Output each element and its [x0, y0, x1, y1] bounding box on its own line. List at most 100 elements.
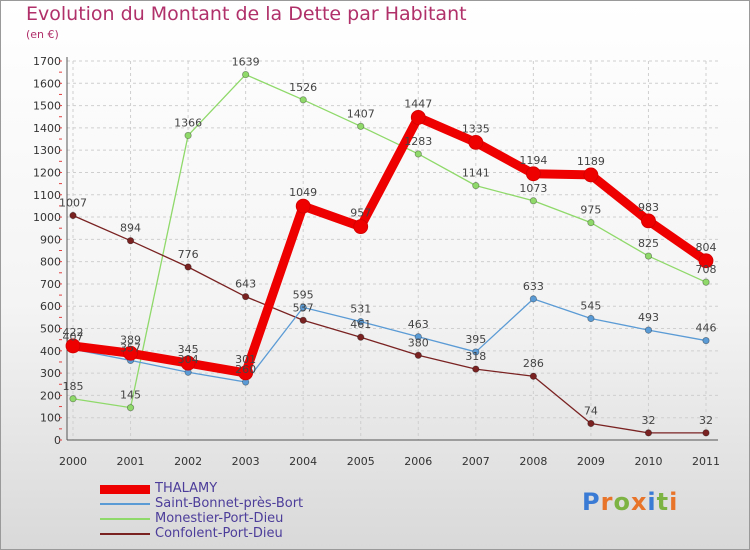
y-tick-label: 1600 [33, 77, 61, 90]
data-point-1 [587, 314, 595, 323]
data-point-0 [295, 198, 311, 214]
data-label-2: 1283 [404, 135, 432, 148]
data-label-0: 804 [696, 241, 717, 254]
y-tick-label: 800 [40, 256, 61, 269]
logo-letter: r [600, 488, 614, 516]
data-label-1: 595 [293, 288, 314, 301]
data-label-0: 422 [63, 326, 84, 339]
data-label-3: 776 [178, 248, 199, 261]
data-point-0 [180, 355, 196, 371]
data-point-0 [65, 338, 81, 354]
data-label-1: 545 [580, 299, 601, 312]
data-point-2 [529, 197, 537, 205]
x-tick-label: 2005 [347, 455, 375, 468]
data-point-1 [644, 326, 653, 334]
x-tick-label: 2000 [59, 455, 87, 468]
data-point-3 [644, 429, 653, 437]
data-label-2: 1639 [232, 56, 260, 69]
data-point-0 [525, 166, 541, 182]
data-label-3: 643 [235, 278, 256, 291]
data-point-2 [299, 96, 307, 104]
data-point-1 [299, 303, 307, 311]
data-point-3 [126, 237, 135, 245]
logo-letter: P [582, 488, 601, 516]
x-tick-label: 2003 [232, 455, 260, 468]
data-point-1 [357, 318, 365, 326]
data-label-2: 1141 [462, 167, 490, 180]
series-line-3 [72, 214, 707, 434]
data-point-3 [702, 429, 710, 437]
data-label-0: 957 [350, 207, 371, 220]
x-tick-label: 2002 [174, 455, 202, 468]
axes: 0 100 200 300 400 500 600 700 800 900 1000 1100 1200… [33, 55, 720, 468]
logo-letter: t [656, 488, 670, 516]
data-label-2: 1407 [347, 107, 375, 120]
data-label-0: 1447 [404, 97, 432, 110]
data-label-1: 531 [350, 303, 371, 316]
legend-label: Confolent-Port-Dieu [155, 526, 283, 541]
y-tick-label: 500 [40, 323, 61, 336]
data-point-3 [69, 211, 77, 220]
y-tick-label: 1500 [33, 100, 61, 113]
data-label-2: 1526 [289, 81, 317, 94]
data-point-2 [69, 395, 77, 403]
data-label-3: 894 [120, 222, 141, 235]
data-point-1 [414, 333, 422, 341]
x-tick-label: 2007 [462, 455, 490, 468]
data-label-0: 1335 [462, 122, 490, 135]
logo-letter: i [669, 488, 679, 516]
data-point-3 [414, 351, 422, 359]
y-tick-label: 600 [40, 300, 61, 313]
data-label-0: 983 [638, 201, 659, 214]
data-label-0: 345 [178, 343, 199, 356]
data-point-3 [529, 372, 537, 380]
proxiti-logo: Proxiti [582, 488, 678, 516]
y-tick-label: 700 [40, 278, 61, 291]
data-label-3: 32 [641, 414, 655, 427]
series-line-2 [72, 73, 707, 409]
data-point-0 [353, 219, 369, 235]
data-point-3 [357, 333, 365, 341]
data-label-3: 380 [408, 336, 429, 349]
data-point-2 [587, 219, 595, 227]
series-line-1 [72, 298, 707, 383]
data-label-1: 395 [465, 333, 486, 346]
x-tick-label: 2008 [519, 455, 547, 468]
data-point-3 [472, 365, 480, 373]
data-label-1: 357 [120, 341, 141, 354]
y-tick-label: 300 [40, 367, 61, 380]
unit-label: (en €) [26, 28, 59, 41]
logo-letter: i [647, 488, 657, 516]
data-label-3: 318 [465, 350, 486, 363]
legend-swatch [100, 503, 150, 505]
data-label-2: 145 [120, 389, 141, 402]
data-point-2 [472, 182, 480, 190]
data-point-1 [702, 336, 710, 345]
x-tick-label: 2004 [289, 455, 317, 468]
data-label-2: 975 [580, 204, 601, 217]
grid-lines [67, 60, 718, 441]
data-label-2: 185 [63, 380, 84, 393]
data-label-0: 301 [235, 353, 256, 366]
data-label-2: 708 [696, 263, 717, 276]
data-point-2 [702, 278, 710, 286]
x-tick-label: 2009 [577, 455, 605, 468]
x-tick-label: 2001 [117, 455, 145, 468]
legend-label: THALAMY [155, 481, 218, 496]
data-label-3: 461 [350, 318, 371, 331]
data-point-0 [123, 345, 138, 361]
data-point-1 [529, 295, 537, 303]
data-point-3 [299, 316, 307, 324]
data-point-0 [238, 365, 254, 381]
y-tick-label: 1700 [33, 55, 61, 68]
data-point-2 [644, 252, 653, 260]
data-label-1: 260 [235, 363, 256, 376]
data-label-2: 825 [638, 237, 659, 250]
y-tick-label: 1300 [33, 144, 61, 157]
data-label-1: 463 [408, 318, 429, 331]
x-tick-label: 2006 [404, 455, 432, 468]
y-tick-label: 1400 [33, 122, 61, 135]
y-tick-label: 400 [40, 345, 61, 358]
data-labels: 422 389 345 301 1049 957 1447 1335 1194 1189 983 80… [59, 56, 717, 427]
